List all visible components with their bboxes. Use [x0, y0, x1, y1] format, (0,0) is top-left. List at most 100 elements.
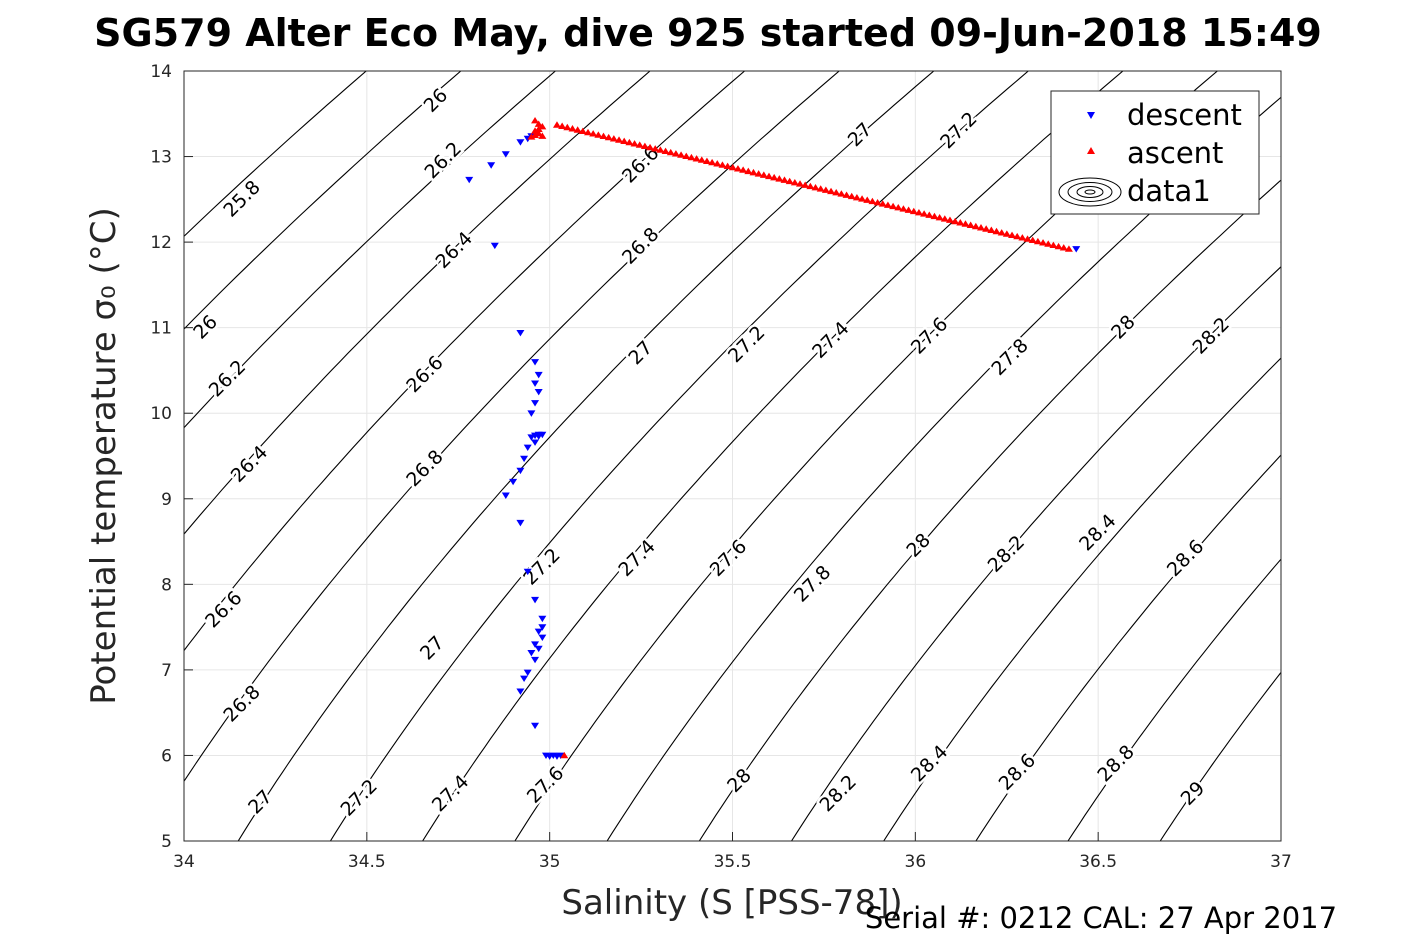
ascent-point — [842, 191, 851, 198]
ascent-point — [858, 195, 867, 202]
ascent-point — [816, 185, 825, 192]
ascent-point — [534, 120, 543, 127]
descent-point — [531, 722, 540, 730]
ascent-point — [982, 225, 991, 232]
ascent-point — [1049, 241, 1058, 248]
ascent-point — [604, 133, 613, 141]
ascent-point — [728, 163, 737, 171]
ascent-point — [997, 229, 1006, 236]
ascent-point — [956, 219, 965, 226]
legend-item-data1: data1 — [1058, 174, 1211, 208]
ascent-point — [635, 141, 644, 148]
ascent-point — [966, 221, 975, 228]
ascent-point — [878, 200, 887, 207]
ascent-point — [531, 131, 540, 138]
x-axis-label: Salinity (S [PSS-78]) — [561, 883, 902, 923]
ascent-point — [646, 143, 655, 151]
x-tick-label: 37 — [1270, 852, 1292, 872]
contour-line — [1159, 671, 1281, 841]
x-tick-label: 34.5 — [348, 852, 386, 872]
ascent-point — [558, 122, 567, 129]
descent-point — [516, 519, 525, 527]
ascent-point — [930, 212, 939, 220]
ascent-point — [531, 127, 540, 134]
y-axis-ticks: 5 6 7 8 9 10 11 12 13 14 — [150, 62, 193, 852]
ascent-point — [563, 123, 572, 131]
descent-point — [534, 628, 543, 635]
y-tick-label: 8 — [161, 575, 172, 595]
descent-point — [531, 641, 540, 648]
ascent-point — [775, 175, 784, 182]
legend-label-ascent: ascent — [1127, 136, 1223, 170]
contour-line — [237, 71, 935, 841]
contour-line — [422, 71, 1124, 841]
ascent-point — [780, 176, 789, 183]
legend-item-ascent: ascent — [1087, 136, 1223, 170]
y-tick-label: 7 — [161, 661, 172, 681]
ascent-point — [594, 131, 603, 138]
ascent-point — [733, 165, 742, 172]
y-axis-label: Potential temperature σ₀ (°C) — [84, 207, 124, 705]
descent-point — [527, 649, 536, 657]
descent-point — [501, 151, 510, 158]
descent-point — [490, 242, 499, 250]
descent-point — [523, 669, 532, 677]
ascent-point — [1002, 230, 1011, 237]
ascent-point — [971, 222, 980, 230]
ascent-point — [1039, 239, 1048, 246]
descent-point — [523, 444, 532, 452]
ascent-point — [578, 127, 587, 134]
ascent-point — [1028, 236, 1037, 243]
descent-point — [465, 176, 474, 184]
contour-line — [698, 179, 1281, 841]
descent-point — [534, 371, 543, 379]
ascent-point — [552, 121, 561, 128]
ascent-point — [651, 145, 660, 152]
ascent-point — [837, 190, 846, 197]
ascent-point — [894, 204, 903, 211]
descent-point — [538, 615, 547, 623]
ascent-point — [568, 125, 577, 132]
y-tick-label: 12 — [150, 233, 172, 253]
y-tick-label: 9 — [161, 490, 172, 510]
ascent-point — [940, 215, 949, 222]
ascent-point — [770, 173, 779, 181]
ascent-point — [935, 214, 944, 221]
ascent-point — [749, 168, 758, 176]
contour-line — [184, 71, 651, 535]
x-axis-ticks: 34 34.5 35 35.5 36 36.5 37 — [173, 832, 1292, 872]
ascent-point — [961, 220, 970, 227]
ascent-point — [713, 160, 722, 167]
descent-point — [534, 645, 543, 653]
ascent-point — [656, 146, 665, 153]
ascent-point — [899, 205, 908, 212]
ascent-point — [945, 216, 954, 223]
legend-label-data1: data1 — [1127, 174, 1211, 208]
ascent-point — [1044, 240, 1053, 247]
contour-line — [184, 71, 840, 783]
ascent-point — [702, 157, 711, 165]
legend-contour-icon — [1058, 177, 1122, 207]
ascent-point — [790, 178, 799, 186]
ascent-point — [640, 142, 649, 150]
y-tick-label: 5 — [161, 832, 172, 852]
footer-serial-cal: Serial #: 0212 CAL: 27 Apr 2017 — [865, 901, 1337, 935]
descent-point — [531, 596, 540, 604]
contour-line — [791, 265, 1281, 841]
descent-point — [516, 467, 525, 475]
y-tick-label: 6 — [161, 746, 172, 766]
ascent-point — [909, 207, 918, 215]
descent-point — [531, 380, 540, 387]
x-tick-label: 34 — [173, 852, 195, 872]
legend-item-descent: descent — [1087, 98, 1242, 132]
ascent-point — [1064, 245, 1073, 252]
ascent-point — [615, 136, 624, 143]
ascent-point — [863, 196, 872, 203]
chart-title: SG579 Alter Eco May, dive 925 started 09… — [94, 11, 1322, 55]
ascent-point — [806, 182, 815, 190]
ascent-point — [759, 171, 768, 178]
ascent-point — [987, 226, 996, 233]
ascent-point — [1008, 231, 1017, 238]
ascent-point — [538, 132, 547, 139]
